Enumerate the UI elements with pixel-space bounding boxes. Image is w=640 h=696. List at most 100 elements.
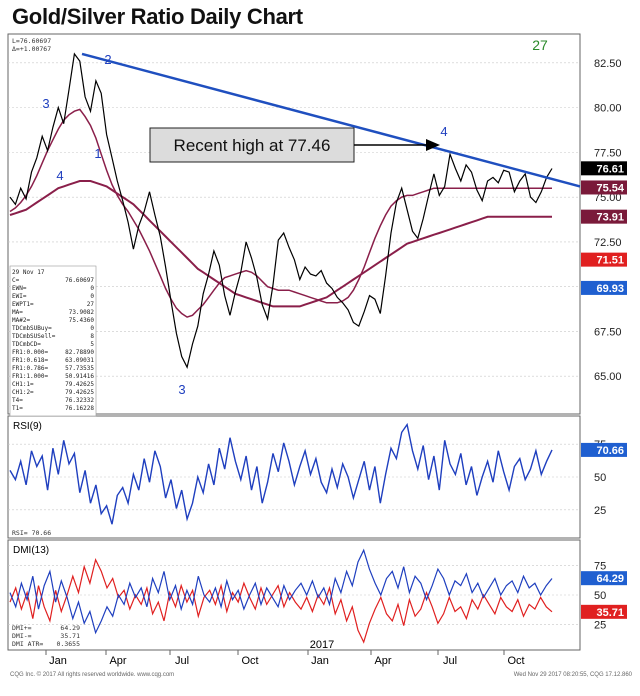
dmi-readout-key: DMI ATR=: [12, 640, 43, 648]
info-box-key: TDCmbCD=: [12, 341, 41, 348]
info-box-key: T1=: [12, 405, 23, 412]
rsi-label: RSI(9): [13, 421, 42, 432]
dmi-series-group: [9, 548, 553, 644]
dmi-label: DMI(13): [13, 545, 49, 556]
info-box-value: 76.60697: [65, 277, 94, 284]
readout-line-2: Δ=+1.00767: [12, 45, 51, 53]
dmi-readouts: DMI+= 64.29 DMI-= 35.71 DMI ATR= 0.3655: [12, 624, 80, 648]
info-box-key: EWPT1=: [12, 301, 34, 308]
price-tick-label: 82.50: [594, 58, 622, 70]
x-tick-label: Jan: [49, 655, 67, 667]
price-tick-label: 75.00: [594, 192, 622, 204]
dmi-tick-label: 50: [594, 590, 606, 602]
info-box-value: 27: [87, 301, 95, 308]
info-box: [9, 265, 97, 417]
rsi-value-tag-bg: [581, 442, 627, 457]
info-box-value: 75.4360: [69, 317, 95, 324]
rsi-tick-label: 25: [594, 505, 606, 517]
info-box-value: 57.73535: [65, 365, 94, 372]
price-value-tag: 75.54: [596, 182, 624, 194]
info-box-key: FR1:0.786=: [12, 365, 49, 372]
count-label: 27: [532, 37, 548, 53]
info-box-key: EWN=: [12, 285, 27, 292]
info-box-value: 63.09031: [65, 357, 94, 364]
info-box-value: 82.78890: [65, 349, 94, 356]
info-box-key: C=: [12, 277, 20, 284]
info-box-key: FR1:0.000=: [12, 349, 49, 356]
x-tick-label: Apr: [374, 655, 391, 667]
price-value-tag-bg: [581, 252, 627, 267]
info-box-value: 76.16228: [65, 405, 94, 412]
info-box-rows: 29 Nov 17C= 76.60697 EWN= 0 EWI= 0 EWPT1= 27 MA=…: [12, 269, 94, 412]
info-box-value: 73.9082: [69, 309, 95, 316]
rsi-value-tag: 70.66: [596, 445, 624, 457]
price-value-tag-bg: [581, 180, 627, 195]
dmi-readout-value: 0.3655: [57, 640, 81, 648]
rsi-readout: RSI= 70.66: [12, 529, 51, 537]
info-box-value: 79.42625: [65, 381, 94, 388]
rsi-tick-label: 50: [594, 472, 606, 484]
annotation-text: Recent high at 77.46: [174, 136, 331, 155]
wave-label: 4: [440, 124, 447, 139]
info-box-key: MA#2=: [12, 317, 30, 324]
x-tick-label: Apr: [109, 655, 126, 667]
x-tick-label: Jul: [175, 655, 189, 667]
wave-label: 4: [56, 168, 63, 183]
annotation-box: [149, 127, 355, 163]
x-tick-label: Oct: [507, 655, 524, 667]
dmi-gridlines: [8, 565, 580, 625]
price-line: [9, 52, 553, 369]
price-panel-frame: [7, 33, 581, 415]
annotation-callout: Recent high at 77.46: [149, 127, 440, 163]
price-value-tag-bg: [581, 280, 627, 295]
price-value-tag-bg: [581, 209, 627, 224]
rsi-gridlines: [8, 443, 580, 511]
footer-left: CQG Inc. © 2017 All rights reserved worl…: [10, 671, 174, 678]
page-title: Gold/Silver Ratio Daily Chart: [12, 4, 303, 29]
wave-labels-group: 2 3 4 1 3 4: [42, 52, 447, 397]
wave-label: 2: [104, 52, 111, 67]
dmi-value-tag: 35.71: [596, 607, 624, 619]
x-axis-labels: Jan Apr Jul Oct Jan Apr Jul Oct: [45, 650, 525, 667]
x-tick-label: Jan: [311, 655, 329, 667]
rsi-series-group: [9, 422, 553, 525]
price-value-tag: 76.61: [596, 163, 624, 175]
rsi-line: [9, 422, 553, 525]
ma-short-line: [9, 108, 552, 318]
price-series-group: [9, 52, 581, 369]
dmi-readout-key: DMI+=: [12, 624, 32, 632]
info-box-value: 0: [90, 293, 94, 300]
info-box-key: 29 Nov 17: [12, 269, 45, 276]
wave-label: 1: [94, 146, 101, 161]
dmi-readout-value: 64.29: [60, 624, 80, 632]
info-box-key: T4=: [12, 397, 23, 404]
x-tick-label: Oct: [241, 655, 258, 667]
annotation-arrow-head: [426, 139, 440, 151]
ma-long-line: [9, 180, 552, 308]
price-value-tag: 71.51: [596, 255, 624, 267]
info-box-value: 0: [90, 285, 94, 292]
info-box-value: 5: [90, 341, 94, 348]
price-value-tag-bg: [581, 161, 627, 176]
x-axis-year: 2017: [310, 639, 334, 651]
dmi-tick-label: 25: [594, 619, 606, 631]
info-box-value: 76.32332: [65, 397, 94, 404]
info-box-key: TDCmbSUSell=: [12, 333, 56, 340]
info-box-key: FR1:0.618=: [12, 357, 49, 364]
footer-right: Wed Nov 29 2017 08:20:55, CQG 17.12.860: [514, 672, 633, 678]
dmi-readout-value: 35.71: [60, 632, 80, 640]
info-box-value: 50.91416: [65, 373, 94, 380]
info-box-key: CH1:2=: [12, 389, 34, 396]
dmi-value-tag: 64.29: [596, 573, 624, 585]
resistance-trendline: [81, 52, 581, 188]
axis-labels-group: 82.5080.0077.5075.0072.5070.0067.5065.00…: [594, 58, 622, 632]
info-box-key: CH1:1=: [12, 381, 34, 388]
info-box-key: EWI=: [12, 293, 27, 300]
info-box-key: TDCmbSUBuy=: [12, 325, 52, 332]
info-box-key: MA=: [12, 309, 23, 316]
dmi-readout-key: DMI-=: [12, 632, 32, 640]
x-tick-label: Jul: [443, 655, 457, 667]
value-tags-group: 76.61 75.54 73.91 71.51 69.93 70.66 64.29 35.71: [581, 161, 627, 619]
price-tick-label: 72.50: [594, 237, 622, 249]
